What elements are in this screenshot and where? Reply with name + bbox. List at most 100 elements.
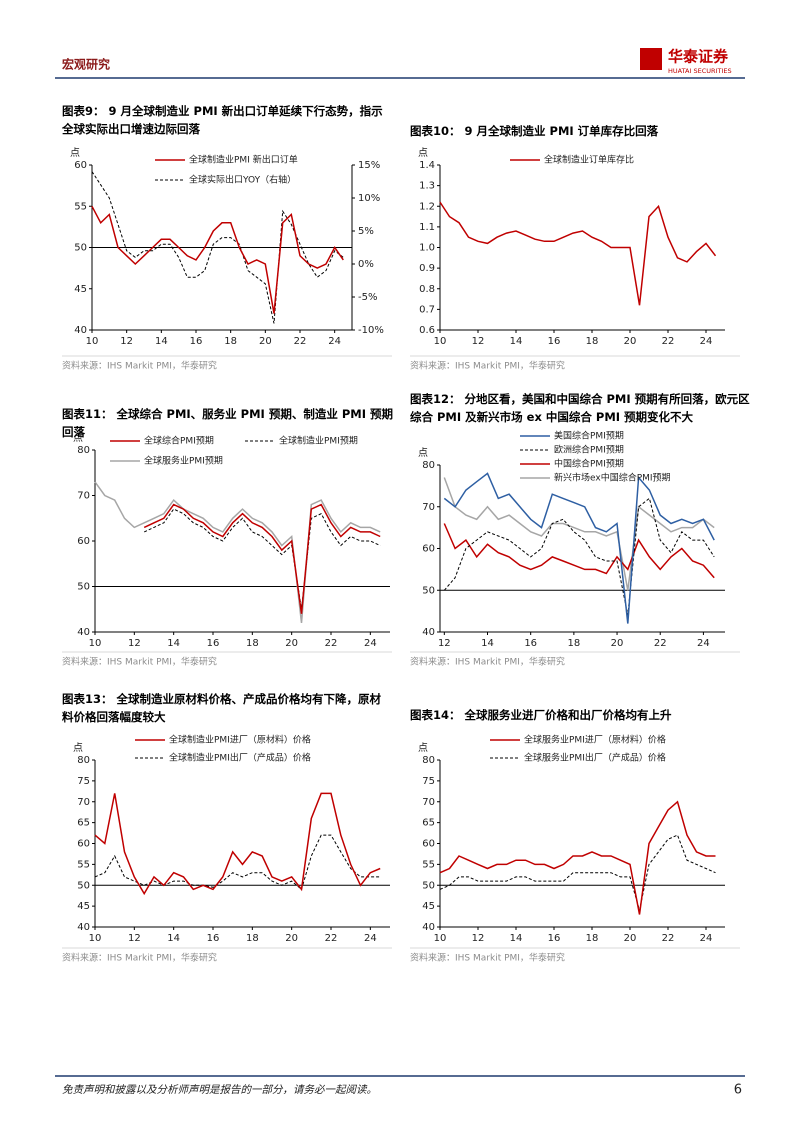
x-tick-label: 18	[224, 336, 237, 347]
x-tick-label: 20	[285, 933, 298, 944]
figure-caption: 图表10： 9 月全球制造业 PMI 订单库存比回落	[410, 124, 659, 138]
y-tick-label: 1.0	[419, 243, 435, 254]
source-note: 资料来源：IHS Markit PMI，华泰研究	[410, 656, 565, 668]
series-line	[443, 497, 715, 616]
x-tick-label: 12	[128, 638, 141, 649]
series-line	[143, 503, 381, 614]
x-tick-label: 24	[328, 336, 341, 347]
logo-en: HUATAI SECURITIES	[668, 67, 732, 75]
legend-label: 全球制造业PMI预期	[279, 435, 358, 447]
logo-icon	[640, 48, 662, 70]
y-tick-label: 60	[422, 544, 435, 555]
series-line	[443, 523, 715, 579]
y2-tick-label: -10%	[358, 325, 384, 336]
x-tick-label: 14	[167, 638, 180, 649]
legend-label: 全球制造业PMI进厂（原材料）价格	[169, 734, 311, 746]
x-tick-label: 14	[155, 336, 168, 347]
series-line	[94, 792, 381, 896]
legend-label: 全球服务业PMI出厂（产成品）价格	[524, 752, 666, 764]
y-tick-label: 80	[77, 755, 90, 766]
y-tick-label: 70	[422, 797, 435, 808]
y-tick-label: 60	[422, 839, 435, 850]
x-tick-label: 12	[128, 933, 141, 944]
x-tick-label: 24	[700, 336, 713, 347]
y-tick-label: 70	[422, 502, 435, 513]
y-unit: 点	[418, 742, 428, 754]
series-line	[443, 477, 715, 591]
y-tick-label: 40	[77, 627, 90, 638]
series-line	[439, 800, 716, 915]
figure-caption: 图表13： 全球制造业原材料价格、产成品价格均有下降，原材料价格回落幅度较大	[62, 692, 382, 724]
y2-tick-label: -5%	[358, 292, 377, 303]
y-tick-label: 0.6	[419, 325, 435, 336]
y-tick-label: 1.3	[419, 181, 435, 192]
y-tick-label: 1.2	[419, 201, 435, 212]
source-note: 资料来源：IHS Markit PMI，华泰研究	[410, 360, 565, 372]
y-tick-label: 70	[77, 797, 90, 808]
y-tick-label: 45	[422, 901, 435, 912]
y2-tick-label: 0%	[358, 259, 374, 270]
y-tick-label: 65	[422, 818, 435, 829]
source-note: 资料来源：IHS Markit PMI，华泰研究	[410, 952, 565, 964]
y-tick-label: 40	[422, 922, 435, 933]
x-tick-label: 24	[697, 638, 710, 649]
y-tick-label: 1.1	[419, 222, 435, 233]
x-tick-label: 16	[524, 638, 537, 649]
x-tick-label: 12	[120, 336, 133, 347]
x-tick-label: 18	[246, 933, 259, 944]
y-tick-label: 75	[77, 776, 90, 787]
y-unit: 点	[418, 147, 428, 159]
x-tick-label: 10	[89, 933, 102, 944]
series-line	[439, 201, 717, 306]
y-tick-label: 55	[77, 859, 90, 870]
legend-label: 欧洲综合PMI预期	[554, 444, 624, 456]
x-tick-label: 24	[364, 638, 377, 649]
y-tick-label: 0.9	[419, 263, 435, 274]
legend-label: 全球实际出口YOY（右轴）	[189, 174, 296, 186]
x-tick-label: 18	[246, 638, 259, 649]
x-tick-label: 12	[472, 336, 485, 347]
page-number: 6	[734, 1083, 742, 1098]
figure-caption: 图表12： 分地区看，美国和中国综合 PMI 预期有所回落，欧元区综合 PMI …	[410, 392, 750, 424]
logo-text: 华泰证券	[668, 48, 729, 66]
source-note: 资料来源：IHS Markit PMI，华泰研究	[62, 656, 217, 668]
y-tick-label: 0.8	[419, 284, 435, 295]
legend-label: 全球制造业订单库存比	[544, 154, 634, 166]
x-tick-label: 12	[472, 933, 485, 944]
legend-label: 新兴市场ex中国综合PMI预期	[554, 472, 671, 484]
legend-label: 全球制造业PMI出厂（产成品）价格	[169, 752, 311, 764]
legend-label: 全球服务业PMI预期	[144, 455, 223, 467]
x-tick-label: 20	[285, 638, 298, 649]
x-tick-label: 16	[190, 336, 203, 347]
series-line	[439, 834, 716, 911]
y-tick-label: 45	[77, 901, 90, 912]
x-tick-label: 20	[611, 638, 624, 649]
y-tick-label: 40	[74, 325, 87, 336]
figure-caption: 图表14： 全球服务业进厂价格和出厂价格均有上升	[410, 708, 672, 722]
series-line	[94, 834, 381, 891]
x-tick-label: 14	[481, 638, 494, 649]
series-line	[91, 171, 344, 324]
x-tick-label: 16	[548, 933, 561, 944]
y-tick-label: 55	[74, 201, 87, 212]
section-label: 宏观研究	[62, 57, 110, 72]
x-tick-label: 22	[654, 638, 667, 649]
x-tick-label: 20	[624, 336, 637, 347]
x-tick-label: 16	[207, 638, 220, 649]
x-tick-label: 10	[434, 933, 447, 944]
y-tick-label: 1.4	[419, 160, 435, 171]
y-unit: 点	[73, 742, 83, 754]
x-tick-label: 14	[510, 933, 523, 944]
legend-label: 全球服务业PMI进厂（原材料）价格	[524, 734, 666, 746]
y-tick-label: 80	[422, 460, 435, 471]
y-tick-label: 40	[77, 922, 90, 933]
source-note: 资料来源：IHS Markit PMI，华泰研究	[62, 952, 217, 964]
y-tick-label: 50	[422, 585, 435, 596]
y-tick-label: 65	[77, 818, 90, 829]
x-tick-label: 22	[662, 336, 675, 347]
y-tick-label: 55	[422, 859, 435, 870]
series-line	[91, 205, 344, 314]
legend-label: 全球制造业PMI 新出口订单	[189, 154, 298, 166]
y2-tick-label: 15%	[358, 160, 380, 171]
